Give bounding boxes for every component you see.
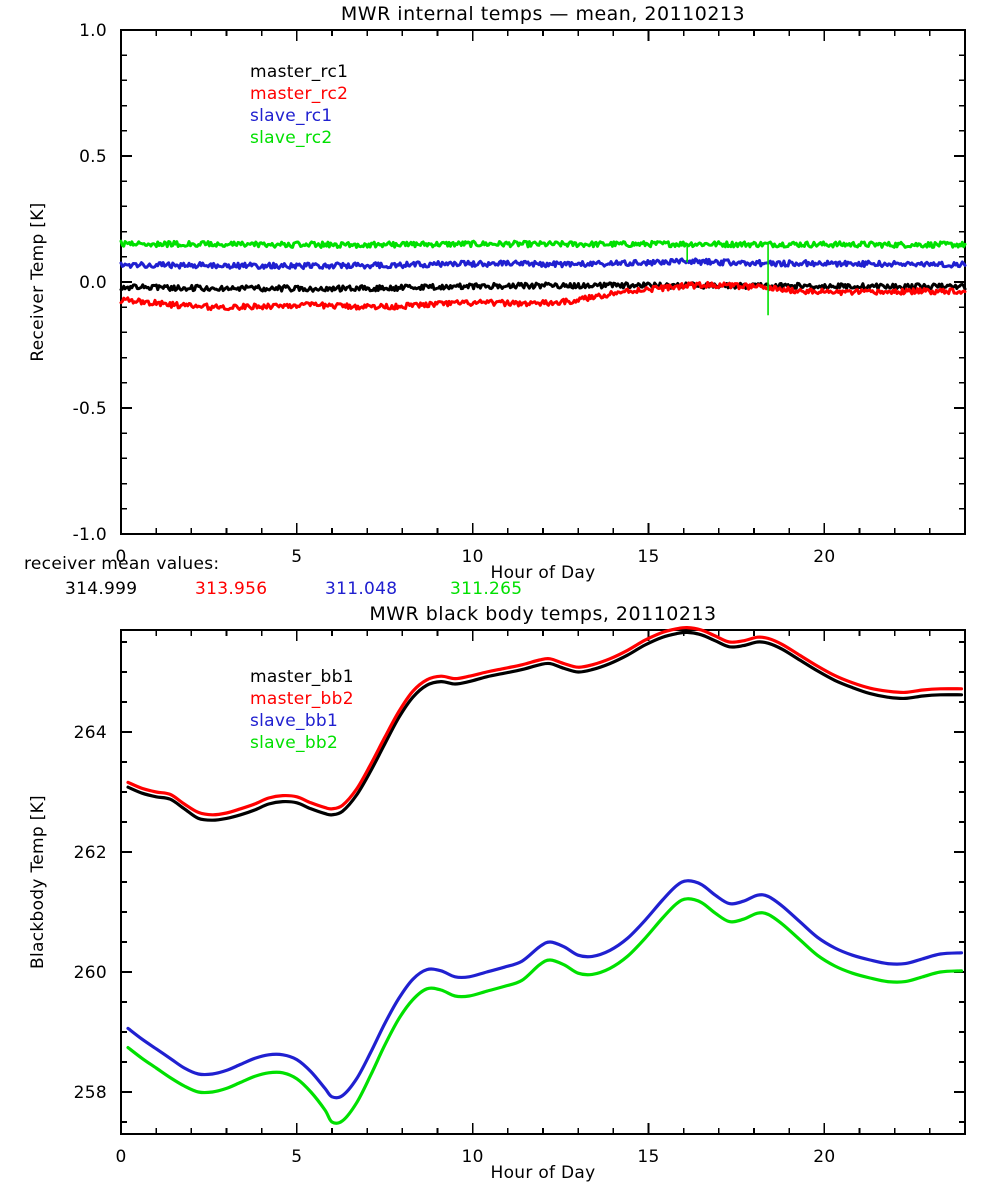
series-master_bb2 [126,625,964,817]
receiver-mean-annotation: receiver mean values: 314.999 313.956 311.0… [24,554,522,599]
series-slave_rc1 [119,257,967,271]
legend-item-master_rc1: master_rc1 [250,62,348,82]
x-tick-label: 20 [813,547,835,567]
receiver-mean-value-2: 311.048 [325,579,397,599]
plot-frame-blackbody [120,629,966,1135]
chart-receiver: MWR internal temps — mean, 20110213 0 5 10 1… [28,3,967,583]
legend-item-slave_rc1: slave_rc1 [250,106,333,126]
series-slave_bb2 [126,897,964,1125]
y-tick-label: 264 [74,723,107,743]
plot-frame-receiver [120,29,966,535]
receiver-mean-value-3: 311.265 [450,579,522,599]
x-tick-label: 10 [462,547,484,567]
x-axis-label-receiver: Hour of Day [490,563,595,583]
x-tick-label: 0 [115,1147,126,1167]
legend-item-slave_bb2: slave_bb2 [250,733,338,753]
chart-title-receiver: MWR internal temps — mean, 20110213 [341,3,745,25]
y-axis-label-blackbody: Blackbody Temp [K] [28,795,48,969]
y-tick-label: 1.0 [79,21,107,41]
series-master_bb1 [126,630,964,822]
y-axis-label-receiver: Receiver Temp [K] [28,202,48,361]
chart-blackbody: MWR black body temps, 20110213 0 5 10 15 20 Ho… [28,603,966,1183]
x-tick-label: 5 [291,547,302,567]
series-slave_bb1 [126,879,964,1100]
x-tick-label: 0 [115,547,126,567]
x-tick-label: 15 [637,547,659,567]
receiver-mean-label: receiver mean values: [24,554,219,574]
x-tick-label: 5 [291,1147,302,1167]
receiver-mean-value-1: 313.956 [195,579,267,599]
y-tick-label: 262 [74,843,107,863]
y-tick-label: 258 [74,1083,107,1103]
x-axis-label-blackbody: Hour of Day [490,1163,595,1183]
x-tick-label: 10 [462,1147,484,1167]
x-tick-label: 20 [813,1147,835,1167]
chart-title-blackbody: MWR black body temps, 20110213 [369,603,716,625]
y-tick-label: 0.5 [79,147,107,167]
series-master_rc1 [119,281,967,293]
y-tick-label: 0.0 [79,273,107,293]
legend-item-master_bb1: master_bb1 [250,667,354,687]
y-tick-label: -1.0 [73,525,107,545]
y-tick-label: 260 [74,963,107,983]
series-master_rc2 [119,280,967,312]
legend-item-slave_rc2: slave_rc2 [250,128,333,148]
y-tick-label: -0.5 [73,399,107,419]
legend-item-master_bb2: master_bb2 [250,689,354,709]
legend-item-master_rc2: master_rc2 [250,84,348,104]
x-tick-label: 15 [637,1147,659,1167]
receiver-mean-value-0: 314.999 [65,579,137,599]
series-slave_rc2 [119,239,967,249]
legend-item-slave_bb1: slave_bb1 [250,711,338,731]
